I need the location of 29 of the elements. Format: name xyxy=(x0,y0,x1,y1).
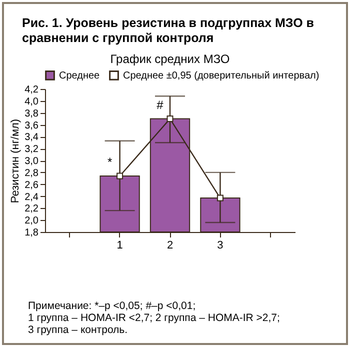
y-tick-label: 4,0 xyxy=(24,96,39,108)
text: Среднее ±0,95 (доверительный интервал) xyxy=(123,70,320,82)
chart-subtitle: График средних МЗО xyxy=(110,52,230,66)
y-tick-label: 4,2 xyxy=(24,84,39,96)
annotation: # xyxy=(156,98,164,112)
y-tick-label: 2,6 xyxy=(24,180,39,191)
chart-title: Рис. 1. Уровень резистина в подгруппах МЗО в сравнении с группой контроля xyxy=(22,16,315,46)
y-tick-label: 3,4 xyxy=(24,132,39,144)
text: 1 группа – HOMA-IR <2,7; 2 группа – HOMA-IR >2,7; xyxy=(28,312,280,324)
y-tick-label: 3,8 xyxy=(24,108,39,120)
y-tick-label: 2,0 xyxy=(24,216,39,227)
y-tick-label: 3,0 xyxy=(24,156,39,167)
text: 3 группа – контроль. xyxy=(28,324,128,336)
y-tick-label: 1,8 xyxy=(24,228,39,238)
y-tick-label: 2,4 xyxy=(24,192,39,203)
point xyxy=(166,116,174,122)
x-tick-label: 3 xyxy=(217,240,224,252)
x-tick-label: 2 xyxy=(166,240,174,252)
y-tick-label: 3,6 xyxy=(24,120,39,132)
annotation: * xyxy=(107,154,112,169)
y-tick-label: 3,2 xyxy=(24,144,39,156)
y-tick-label: 2,8 xyxy=(24,168,39,179)
y-tick-label: 2,2 xyxy=(24,204,39,215)
y-axis-title: Резистин (нг/мл) xyxy=(10,118,22,204)
text: Примечание: *–p <0,05; #–p <0,01; xyxy=(28,300,196,312)
point xyxy=(116,172,124,180)
legend-label: Среднее xyxy=(59,70,100,82)
x-tick-label: 1 xyxy=(116,240,123,252)
point xyxy=(216,194,224,202)
